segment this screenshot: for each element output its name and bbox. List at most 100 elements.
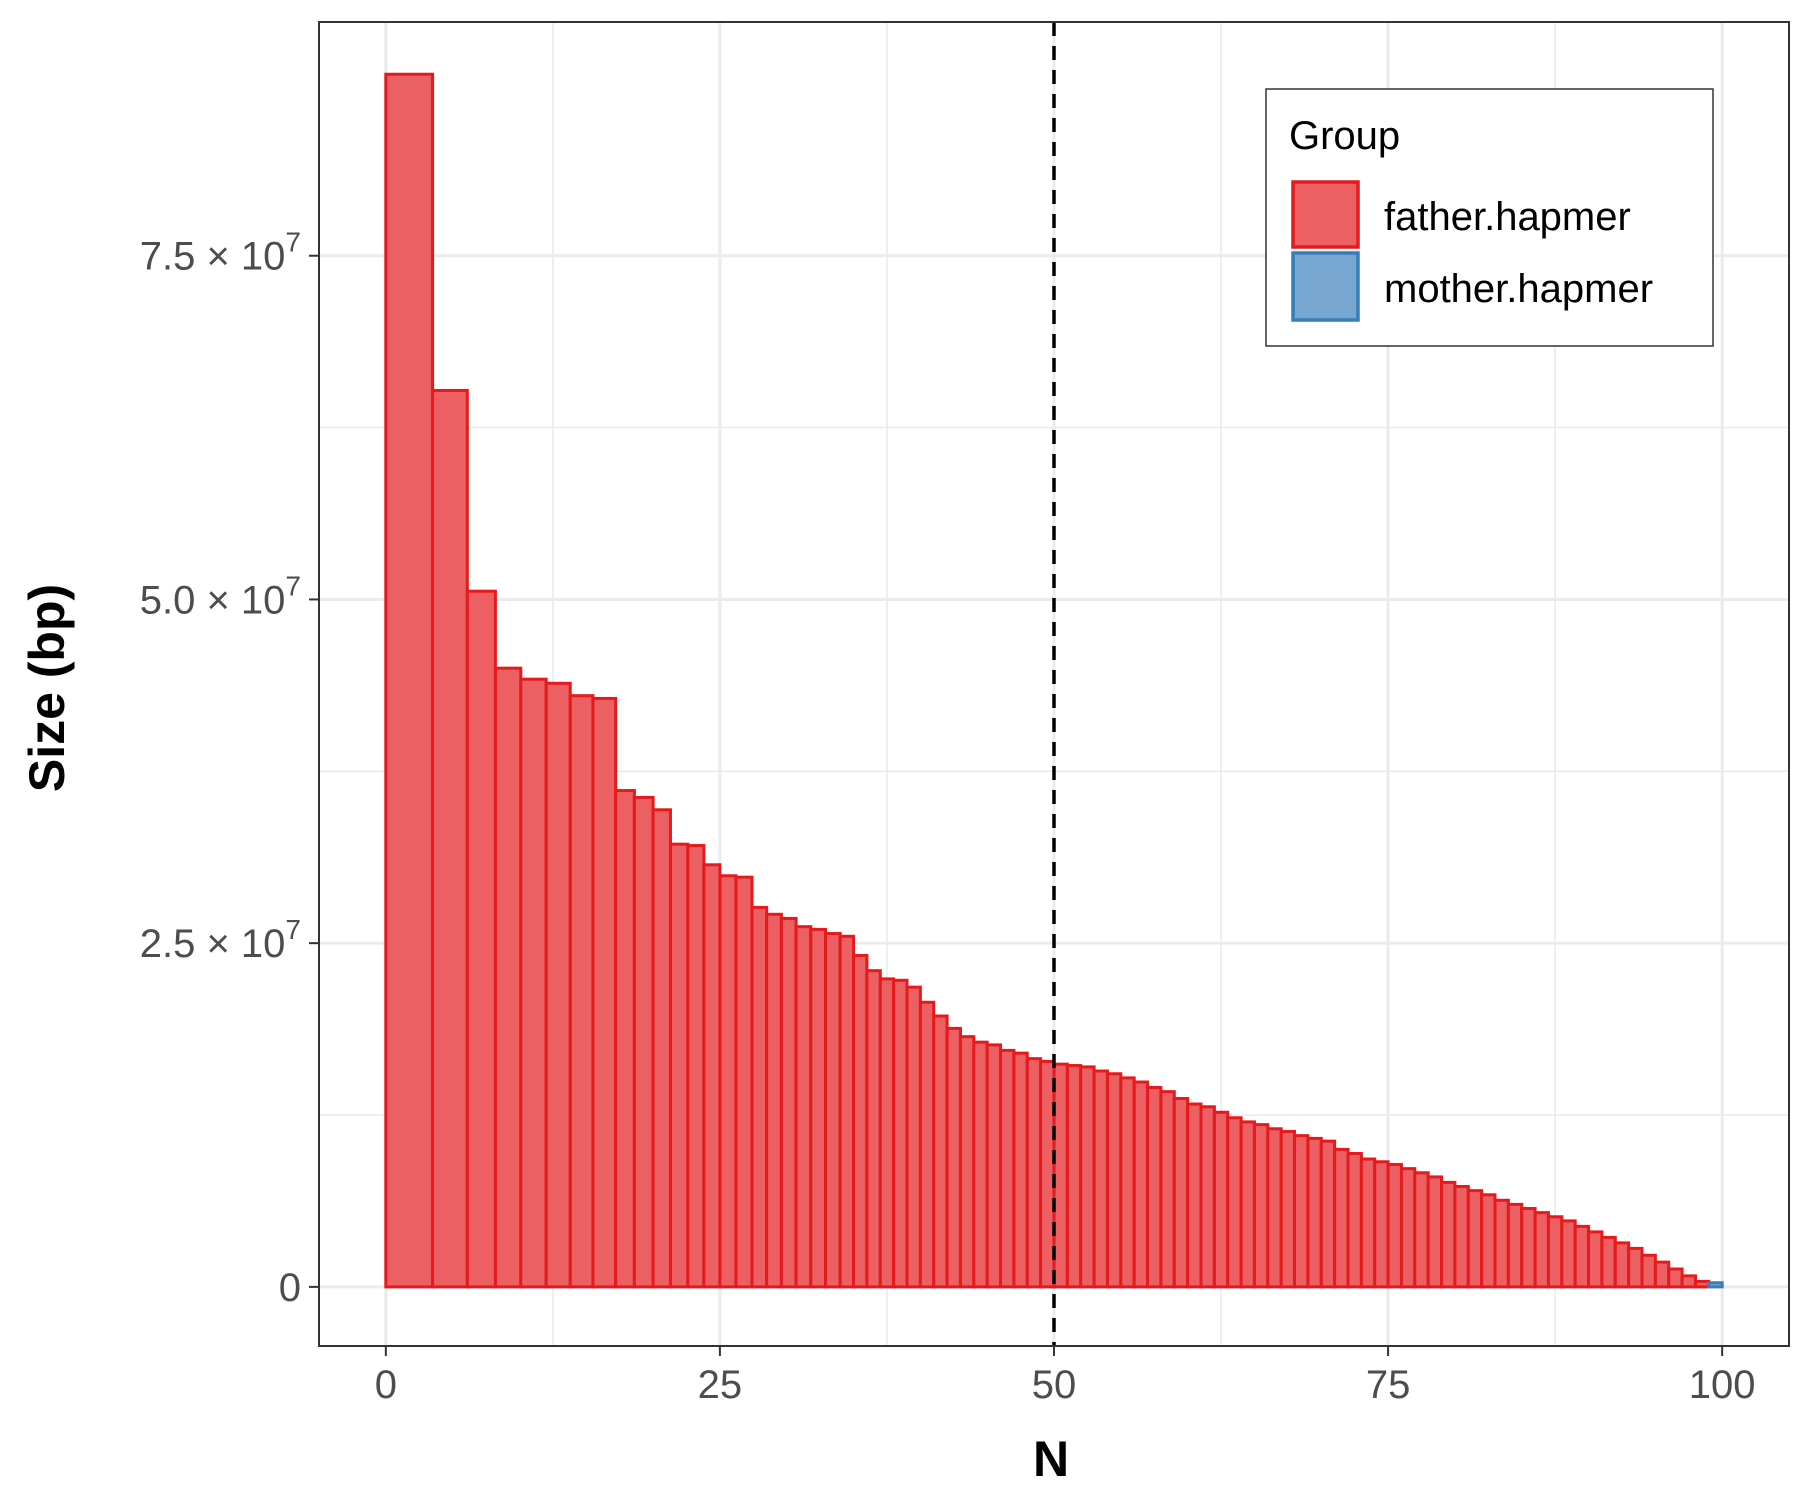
- bar-father-hapmer: [1052, 1062, 1069, 1289]
- bar-father-hapmer: [1226, 1116, 1243, 1289]
- x-tick-label: 0: [375, 1363, 397, 1407]
- bar-father-hapmer: [1293, 1134, 1310, 1289]
- bar-mother-hapmer: [1707, 1281, 1724, 1289]
- bar-father-hapmer: [1453, 1185, 1470, 1289]
- bar-father-hapmer: [493, 666, 523, 1289]
- bar-father-hapmer: [1266, 1127, 1283, 1289]
- bar-father-hapmer: [465, 589, 497, 1289]
- x-tick-label: 25: [698, 1363, 743, 1407]
- bar-father-hapmer: [734, 875, 754, 1289]
- legend-key-mother-hapmer: [1291, 251, 1360, 322]
- bar-father-hapmer: [668, 842, 690, 1289]
- bar-father-hapmer: [1480, 1193, 1497, 1289]
- bar-father-hapmer: [1172, 1097, 1190, 1289]
- y-axis-title: Size (bp): [19, 584, 75, 792]
- bar-father-hapmer: [1065, 1064, 1083, 1289]
- bar-father-hapmer: [686, 844, 706, 1289]
- bar-father-hapmer: [1573, 1224, 1591, 1289]
- bar-father-hapmer: [651, 808, 672, 1289]
- bar-father-hapmer: [1466, 1189, 1484, 1289]
- x-tick-label: 50: [1032, 1363, 1077, 1407]
- x-tick-label: 100: [1689, 1363, 1756, 1407]
- bar-father-hapmer: [702, 863, 722, 1289]
- bar-father-hapmer: [779, 916, 798, 1289]
- bar-father-hapmer: [878, 977, 896, 1289]
- y-tick-label: 2.5 × 107: [140, 914, 301, 966]
- bar-father-hapmer: [1399, 1167, 1417, 1289]
- bar-father-hapmer: [1199, 1105, 1216, 1289]
- bar-father-hapmer: [1212, 1110, 1230, 1289]
- y-axis: 0 2.5 × 107 5.0 × 107 7.5 × 107: [140, 227, 319, 1310]
- bar-father-hapmer: [519, 677, 548, 1289]
- bar-father-hapmer: [591, 696, 618, 1289]
- bar-father-hapmer: [852, 954, 869, 1289]
- bar-father-hapmer: [1319, 1139, 1337, 1289]
- bar-father-hapmer: [1613, 1241, 1631, 1289]
- bar-father-hapmer: [809, 927, 827, 1289]
- legend-label-mother-hapmer: mother.hapmer: [1384, 267, 1653, 311]
- bar-father-hapmer: [1560, 1219, 1577, 1289]
- y-tick-exponent: 7: [285, 914, 301, 945]
- bar-father-hapmer: [1386, 1163, 1403, 1289]
- bar-father-hapmer: [1413, 1171, 1430, 1289]
- y-tick-exponent: 7: [285, 570, 301, 601]
- bar-father-hapmer: [972, 1040, 989, 1289]
- bar-father-hapmer: [958, 1035, 976, 1289]
- bar-father-hapmer: [932, 1014, 949, 1289]
- bar-father-hapmer: [632, 795, 655, 1289]
- bar-father-hapmer: [1640, 1253, 1657, 1289]
- bar-father-hapmer: [1159, 1090, 1176, 1289]
- bar-father-hapmer: [1600, 1235, 1617, 1289]
- bar-father-hapmer: [1627, 1246, 1644, 1289]
- bar-father-hapmer: [614, 789, 636, 1289]
- bar-father-hapmer: [1105, 1072, 1123, 1289]
- bar-father-hapmer: [985, 1043, 1003, 1289]
- bar-father-hapmer: [1132, 1080, 1150, 1289]
- bar-father-hapmer: [750, 905, 769, 1289]
- bar-father-hapmer: [1426, 1175, 1444, 1289]
- y-tick-label: 0: [279, 1266, 301, 1310]
- bars: [384, 72, 1724, 1289]
- legend: Group father.hapmer mother.hapmer: [1265, 88, 1714, 347]
- bar-father-hapmer: [1520, 1207, 1537, 1289]
- bar-father-hapmer: [905, 985, 922, 1289]
- bar-father-hapmer: [1333, 1147, 1350, 1289]
- bar-father-hapmer: [1680, 1274, 1697, 1289]
- bar-father-hapmer: [1306, 1136, 1323, 1289]
- bar-father-hapmer: [384, 72, 435, 1289]
- bar-father-hapmer: [765, 912, 783, 1289]
- bar-father-hapmer: [838, 934, 856, 1289]
- legend-key-father-hapmer: [1291, 180, 1360, 249]
- y-tick-label: 5.0 × 107: [140, 570, 301, 622]
- bar-father-hapmer: [1693, 1279, 1711, 1289]
- bar-father-hapmer: [1079, 1065, 1096, 1289]
- bar-father-hapmer: [1546, 1215, 1564, 1289]
- bar-father-hapmer: [544, 681, 572, 1289]
- bar-father-hapmer: [1440, 1180, 1457, 1289]
- bar-father-hapmer: [1279, 1130, 1297, 1289]
- bar-father-hapmer: [1493, 1198, 1510, 1289]
- bar-father-hapmer: [1239, 1120, 1256, 1289]
- bar-father-hapmer: [1012, 1051, 1029, 1289]
- x-axis: 0 25 50 75 100: [375, 1346, 1756, 1407]
- bar-father-hapmer: [1533, 1211, 1550, 1289]
- bar-father-hapmer: [431, 388, 469, 1289]
- bar-father-hapmer: [945, 1026, 962, 1289]
- bar-father-hapmer: [892, 978, 909, 1289]
- legend-title: Group: [1289, 114, 1400, 158]
- bar-father-hapmer: [794, 925, 813, 1289]
- bar-father-hapmer: [1146, 1086, 1163, 1289]
- bar-father-hapmer: [1186, 1102, 1203, 1289]
- x-tick-label: 75: [1366, 1363, 1411, 1407]
- x-axis-title: N: [1033, 1431, 1069, 1487]
- bar-father-hapmer: [1653, 1260, 1671, 1289]
- bar-father-hapmer: [999, 1048, 1016, 1289]
- bar-father-hapmer: [1373, 1160, 1390, 1289]
- y-tick-label: 7.5 × 107: [140, 227, 301, 279]
- bar-father-hapmer: [1667, 1267, 1684, 1289]
- bar-father-hapmer: [1252, 1123, 1270, 1289]
- bar-father-hapmer: [1039, 1059, 1056, 1289]
- bar-father-hapmer: [1025, 1057, 1043, 1289]
- bar-father-hapmer: [865, 969, 882, 1289]
